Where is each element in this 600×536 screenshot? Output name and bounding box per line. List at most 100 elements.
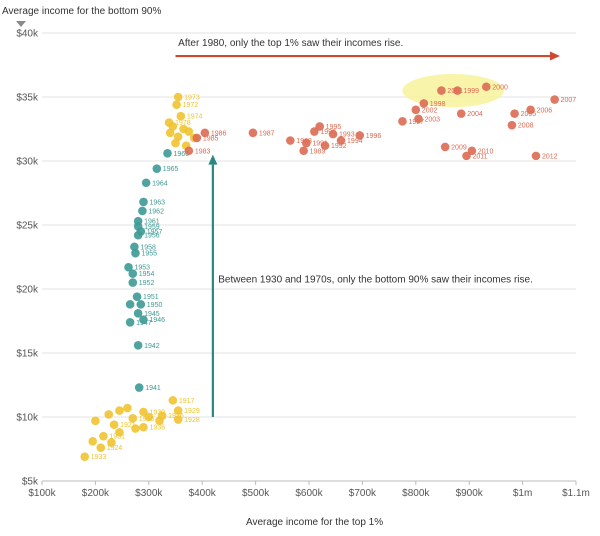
- point-label: 2008: [518, 123, 534, 130]
- data-point[interactable]: [152, 164, 162, 173]
- data-point[interactable]: [184, 127, 194, 136]
- data-point[interactable]: [510, 109, 519, 118]
- data-point[interactable]: [139, 197, 148, 207]
- data-point[interactable]: [453, 86, 462, 95]
- data-point[interactable]: [139, 407, 148, 417]
- data-point[interactable]: [176, 111, 186, 121]
- data-point[interactable]: [168, 396, 178, 405]
- data-point[interactable]: [115, 406, 124, 415]
- data-point[interactable]: [440, 142, 450, 152]
- data-point[interactable]: [80, 452, 90, 461]
- data-point[interactable]: [315, 122, 324, 131]
- data-point[interactable]: [91, 416, 100, 426]
- data-point[interactable]: [299, 146, 308, 156]
- data-point[interactable]: [133, 216, 143, 226]
- data-point[interactable]: [355, 131, 365, 140]
- data-point[interactable]: [456, 109, 466, 118]
- data-point[interactable]: [173, 406, 183, 415]
- data-point[interactable]: [171, 138, 180, 148]
- point-label: 1992: [331, 143, 347, 150]
- point-label: 1959: [144, 224, 160, 231]
- data-point[interactable]: [411, 105, 421, 115]
- data-point[interactable]: [139, 315, 148, 325]
- data-point[interactable]: [192, 133, 202, 143]
- data-point[interactable]: [128, 269, 138, 278]
- data-point[interactable]: [133, 341, 143, 350]
- point-label: 1999: [463, 88, 479, 95]
- point-label: 1974: [187, 114, 203, 121]
- data-point[interactable]: [462, 151, 471, 161]
- data-point[interactable]: [155, 416, 164, 426]
- data-point[interactable]: [467, 146, 477, 156]
- gridlines: [42, 32, 576, 418]
- data-point[interactable]: [128, 278, 138, 287]
- data-point[interactable]: [248, 128, 258, 138]
- point-label: 1955: [141, 251, 157, 258]
- data-point[interactable]: [115, 428, 124, 437]
- data-point[interactable]: [481, 82, 491, 92]
- data-point[interactable]: [141, 178, 151, 188]
- point-label: 1973: [184, 95, 200, 102]
- data-point[interactable]: [526, 105, 535, 115]
- data-point[interactable]: [99, 431, 108, 441]
- data-point[interactable]: [173, 92, 183, 102]
- data-point[interactable]: [130, 242, 139, 252]
- data-point[interactable]: [200, 128, 210, 138]
- data-point[interactable]: [302, 138, 311, 148]
- data-point[interactable]: [125, 300, 135, 309]
- data-point[interactable]: [328, 129, 338, 139]
- point-label: 1933: [91, 454, 107, 461]
- data-point[interactable]: [109, 420, 119, 429]
- data-point[interactable]: [133, 309, 143, 318]
- data-point[interactable]: [128, 413, 138, 423]
- data-point[interactable]: [398, 117, 407, 126]
- point-label: 1930: [149, 409, 165, 416]
- data-point[interactable]: [131, 424, 140, 433]
- data-point[interactable]: [132, 292, 142, 301]
- arrow-head: [208, 154, 218, 165]
- data-point[interactable]: [107, 438, 116, 447]
- data-point[interactable]: [184, 146, 194, 156]
- point-label: 2003: [424, 116, 440, 123]
- data-point[interactable]: [104, 410, 114, 419]
- data-point[interactable]: [163, 149, 172, 158]
- data-point[interactable]: [414, 114, 423, 124]
- x-tick-label: $800k: [402, 488, 430, 499]
- data-point[interactable]: [123, 403, 132, 413]
- data-point[interactable]: [310, 127, 319, 136]
- data-point[interactable]: [138, 206, 147, 216]
- point-label: 1917: [179, 398, 195, 405]
- point-label: 2002: [422, 107, 438, 114]
- x-tick-label: $600k: [295, 488, 323, 499]
- data-point[interactable]: [531, 151, 541, 161]
- point-label: 2011: [473, 153, 488, 160]
- data-point[interactable]: [131, 248, 140, 258]
- data-point[interactable]: [507, 120, 517, 130]
- annotation-text: Between 1930 and 1970s, only the bottom …: [218, 275, 533, 286]
- y-tick-labels: $5k $10k $15k $20k $25k $30k $35k $40k: [16, 29, 39, 488]
- data-point[interactable]: [124, 262, 133, 272]
- data-point[interactable]: [320, 141, 330, 150]
- data-point[interactable]: [139, 422, 148, 432]
- y-tick-label: $40k: [16, 29, 39, 40]
- data-point[interactable]: [336, 136, 346, 145]
- data-point[interactable]: [173, 415, 183, 424]
- point-label: 1966: [173, 151, 189, 158]
- data-point[interactable]: [136, 300, 146, 309]
- point-label: 1921: [120, 422, 136, 429]
- point-label: 1963: [149, 199, 165, 206]
- x-tick-label: $300k: [135, 488, 163, 499]
- data-point[interactable]: [134, 383, 144, 392]
- y-axis-dropdown-triangle-icon[interactable]: [16, 21, 26, 27]
- data-point[interactable]: [88, 437, 98, 446]
- data-point[interactable]: [172, 100, 181, 109]
- data-point[interactable]: [419, 99, 429, 108]
- data-point[interactable]: [286, 136, 295, 145]
- data-point[interactable]: [144, 412, 154, 422]
- point-label: 1993: [339, 132, 355, 139]
- data-point[interactable]: [165, 128, 175, 138]
- data-point[interactable]: [96, 443, 106, 453]
- data-point[interactable]: [550, 95, 559, 104]
- data-point[interactable]: [437, 86, 446, 95]
- data-point[interactable]: [125, 317, 135, 327]
